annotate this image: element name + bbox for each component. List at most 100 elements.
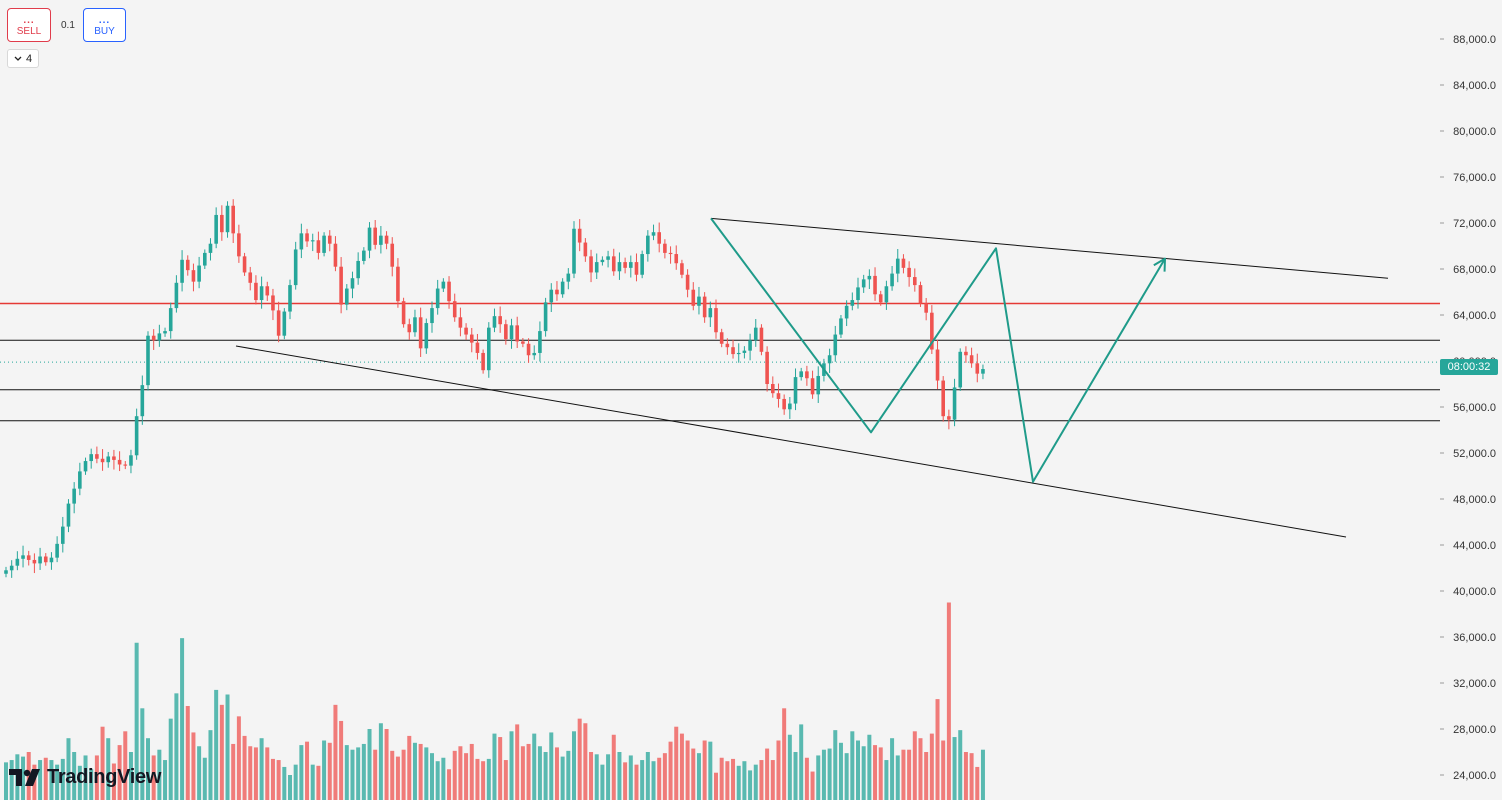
- candle-body: [100, 458, 105, 463]
- volume-bar: [600, 764, 605, 800]
- volume-bar: [685, 740, 690, 800]
- axis-tick-label: 80,000.0: [1453, 126, 1496, 138]
- candle-body: [810, 378, 815, 395]
- candle-body: [396, 266, 400, 302]
- candle-body: [788, 403, 792, 410]
- candle-body: [884, 286, 889, 303]
- volume-bar: [594, 754, 599, 800]
- candle-body: [844, 305, 849, 319]
- volume-bar: [43, 757, 48, 800]
- candle-body: [310, 240, 315, 242]
- candle-body: [776, 393, 781, 399]
- candle-body: [345, 288, 349, 305]
- volume-bar: [708, 741, 713, 800]
- volume-bar: [111, 763, 116, 800]
- volume-bar: [731, 758, 736, 800]
- volume-bar: [407, 735, 412, 800]
- candle-body: [538, 331, 542, 353]
- candle-body: [583, 242, 588, 257]
- candle-body: [782, 398, 786, 410]
- volume-bar: [424, 747, 429, 800]
- candle-body: [532, 352, 537, 356]
- candle-body: [702, 296, 707, 318]
- candle-body: [509, 325, 514, 340]
- volume-bar: [702, 740, 707, 800]
- candle-body: [43, 556, 48, 563]
- price-axis[interactable]: 88,000.0 84,000.0 80,000.0 76,000.0 72,000.0…: [1440, 34, 1496, 782]
- volume-bar: [941, 740, 946, 800]
- candle-body: [15, 558, 20, 566]
- candle-body: [356, 260, 360, 279]
- candle-body: [180, 259, 184, 283]
- candle-body: [430, 308, 434, 324]
- volume-bar: [833, 730, 838, 800]
- volume-bar: [645, 752, 650, 800]
- volume-bar: [696, 753, 701, 800]
- candle-body: [481, 352, 485, 371]
- candle-body: [816, 375, 821, 395]
- candle-body: [549, 289, 554, 303]
- candle-body: [157, 333, 162, 341]
- candle-body: [339, 266, 343, 305]
- volume-bar: [503, 760, 508, 800]
- volume-bar: [9, 760, 14, 800]
- volume-bar: [793, 752, 798, 800]
- volume-bar: [572, 731, 576, 800]
- countdown-tag: 08:00:32: [1440, 359, 1498, 375]
- volume-bar: [611, 734, 616, 800]
- volume-bar: [418, 743, 423, 800]
- candle-body: [668, 252, 673, 255]
- arrow-head-icon: [1153, 257, 1166, 272]
- volume-bar: [918, 738, 923, 800]
- volume-bar: [452, 750, 457, 800]
- axis-tick-label: 84,000.0: [1453, 80, 1496, 92]
- candle-body: [572, 228, 576, 274]
- axis-tick-label: 76,000.0: [1453, 172, 1496, 184]
- volume-bar: [509, 731, 514, 800]
- candle-body: [89, 454, 93, 462]
- volume-bar: [907, 749, 912, 800]
- candle-body: [78, 471, 82, 489]
- candle-body: [123, 464, 128, 466]
- candle-body: [566, 273, 571, 282]
- indicators-toggle[interactable]: 4: [7, 49, 39, 68]
- volume-bar: [952, 737, 957, 800]
- candle-body: [151, 335, 156, 341]
- volume-bar: [430, 753, 434, 800]
- volume-bar: [742, 761, 747, 800]
- candle-body: [924, 303, 928, 313]
- candle-body: [435, 288, 440, 309]
- candle-body: [362, 250, 366, 261]
- candle-body: [657, 232, 661, 244]
- candle-body: [606, 256, 610, 260]
- volume-bar: [674, 726, 679, 800]
- projection-path: [710, 217, 1166, 483]
- candle-body: [981, 369, 985, 374]
- axis-tick-label: 28,000.0: [1453, 724, 1496, 736]
- volume-bar: [270, 758, 275, 800]
- volume-bar: [168, 718, 173, 800]
- volume-bar: [617, 752, 622, 800]
- candle-body: [714, 308, 718, 333]
- candle-body: [191, 270, 196, 282]
- buy-button[interactable]: ... BUY: [83, 8, 126, 42]
- candle-body: [390, 243, 395, 267]
- candle-body: [32, 559, 37, 564]
- tradingview-logo[interactable]: TradingView: [9, 766, 161, 789]
- volume-bar: [787, 734, 792, 800]
- candle-body: [577, 228, 582, 243]
- volume-bar: [753, 764, 758, 800]
- sell-button[interactable]: ... SELL: [7, 8, 51, 42]
- candle-body: [878, 294, 883, 303]
- candle-body: [134, 416, 139, 456]
- candle-body: [634, 262, 639, 275]
- candle-body: [231, 205, 235, 234]
- candle-body: [742, 350, 747, 353]
- volume-bar: [810, 771, 815, 800]
- volume-bar: [344, 745, 349, 800]
- volume-bar: [975, 766, 980, 800]
- candle-body: [203, 252, 207, 266]
- volume-bar: [759, 760, 764, 800]
- volume-bar: [225, 694, 230, 800]
